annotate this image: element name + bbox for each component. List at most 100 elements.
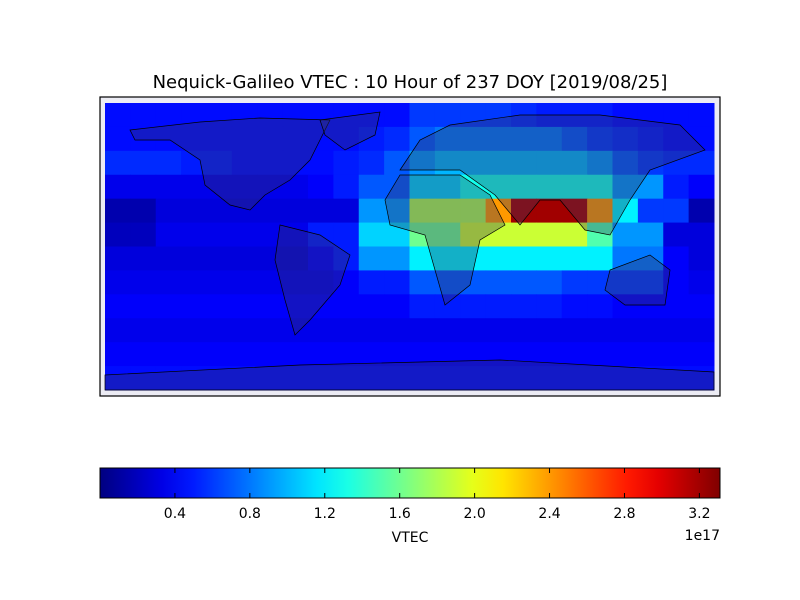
cell [485, 126, 512, 152]
cell [282, 318, 309, 343]
cell [130, 103, 157, 128]
cell [511, 246, 537, 271]
cell [257, 126, 284, 152]
cell [333, 342, 360, 367]
cell [181, 222, 207, 247]
heatmap [105, 103, 715, 391]
cell [434, 318, 461, 343]
cell [409, 270, 436, 295]
cell [688, 294, 715, 319]
cell [561, 174, 588, 200]
cell [612, 246, 639, 271]
cell [130, 246, 157, 271]
cell [460, 294, 487, 319]
cell [663, 246, 690, 271]
cell [181, 342, 207, 367]
cell [384, 246, 410, 271]
cell [663, 294, 690, 319]
cell [181, 294, 207, 319]
cell [688, 103, 715, 128]
cell [637, 294, 664, 319]
cell [181, 174, 207, 200]
cell [333, 150, 360, 176]
cell [181, 198, 207, 224]
cell [637, 342, 664, 367]
cell [612, 198, 639, 224]
cell [409, 103, 436, 128]
cell [155, 318, 182, 343]
cell [105, 246, 131, 271]
cell [105, 198, 131, 224]
cell [257, 150, 284, 176]
cell [358, 342, 385, 367]
cell [536, 126, 563, 152]
colorbar-label: VTEC [392, 530, 429, 546]
cell [206, 126, 233, 152]
cell [511, 318, 537, 343]
cell [460, 126, 487, 152]
cell [206, 366, 233, 391]
cell [206, 246, 233, 271]
cell [485, 150, 512, 176]
cell [206, 222, 233, 247]
cell [460, 222, 487, 247]
cell [155, 103, 182, 128]
cell [485, 198, 512, 224]
colorbar-tick-label: 2.8 [613, 506, 635, 522]
cell [181, 150, 207, 176]
cell [485, 222, 512, 247]
cell [257, 342, 284, 367]
cell [257, 198, 284, 224]
cell [663, 270, 690, 295]
cell [358, 294, 385, 319]
cell [612, 366, 639, 391]
colorbar-tick-label: 2.4 [538, 506, 560, 522]
cell [206, 103, 233, 128]
cell [688, 366, 715, 391]
cell [587, 174, 613, 200]
cell [561, 318, 588, 343]
cell [358, 103, 385, 128]
cell [181, 270, 207, 295]
cell [460, 366, 487, 391]
cell [308, 222, 334, 247]
cell [434, 294, 461, 319]
cell [434, 222, 461, 247]
cell [105, 126, 131, 152]
cell [155, 150, 182, 176]
cell [688, 222, 715, 247]
cell [206, 270, 233, 295]
cell [257, 103, 284, 128]
cell [308, 246, 334, 271]
cell [663, 174, 690, 200]
cell [358, 366, 385, 391]
cell [333, 318, 360, 343]
cell [384, 150, 410, 176]
cell [257, 318, 284, 343]
cell [511, 174, 537, 200]
cell [485, 246, 512, 271]
cell [485, 294, 512, 319]
cell [536, 222, 563, 247]
cell [282, 198, 309, 224]
cell [358, 198, 385, 224]
cell [460, 318, 487, 343]
cell [384, 270, 410, 295]
cell [384, 318, 410, 343]
south-america [274, 224, 351, 336]
cell [688, 246, 715, 271]
cell [155, 198, 182, 224]
cell [206, 150, 233, 176]
cell [282, 270, 309, 295]
cell [561, 198, 588, 224]
cell [358, 174, 385, 200]
cell [434, 246, 461, 271]
cell [536, 318, 563, 343]
cell [587, 342, 613, 367]
cell [637, 366, 664, 391]
cell [358, 246, 385, 271]
cell [485, 342, 512, 367]
cell [688, 342, 715, 367]
cell [434, 270, 461, 295]
